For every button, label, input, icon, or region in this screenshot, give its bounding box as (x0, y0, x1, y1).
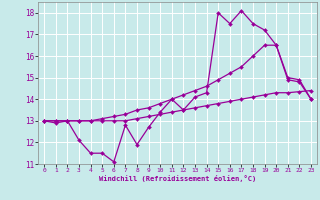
X-axis label: Windchill (Refroidissement éolien,°C): Windchill (Refroidissement éolien,°C) (99, 175, 256, 182)
